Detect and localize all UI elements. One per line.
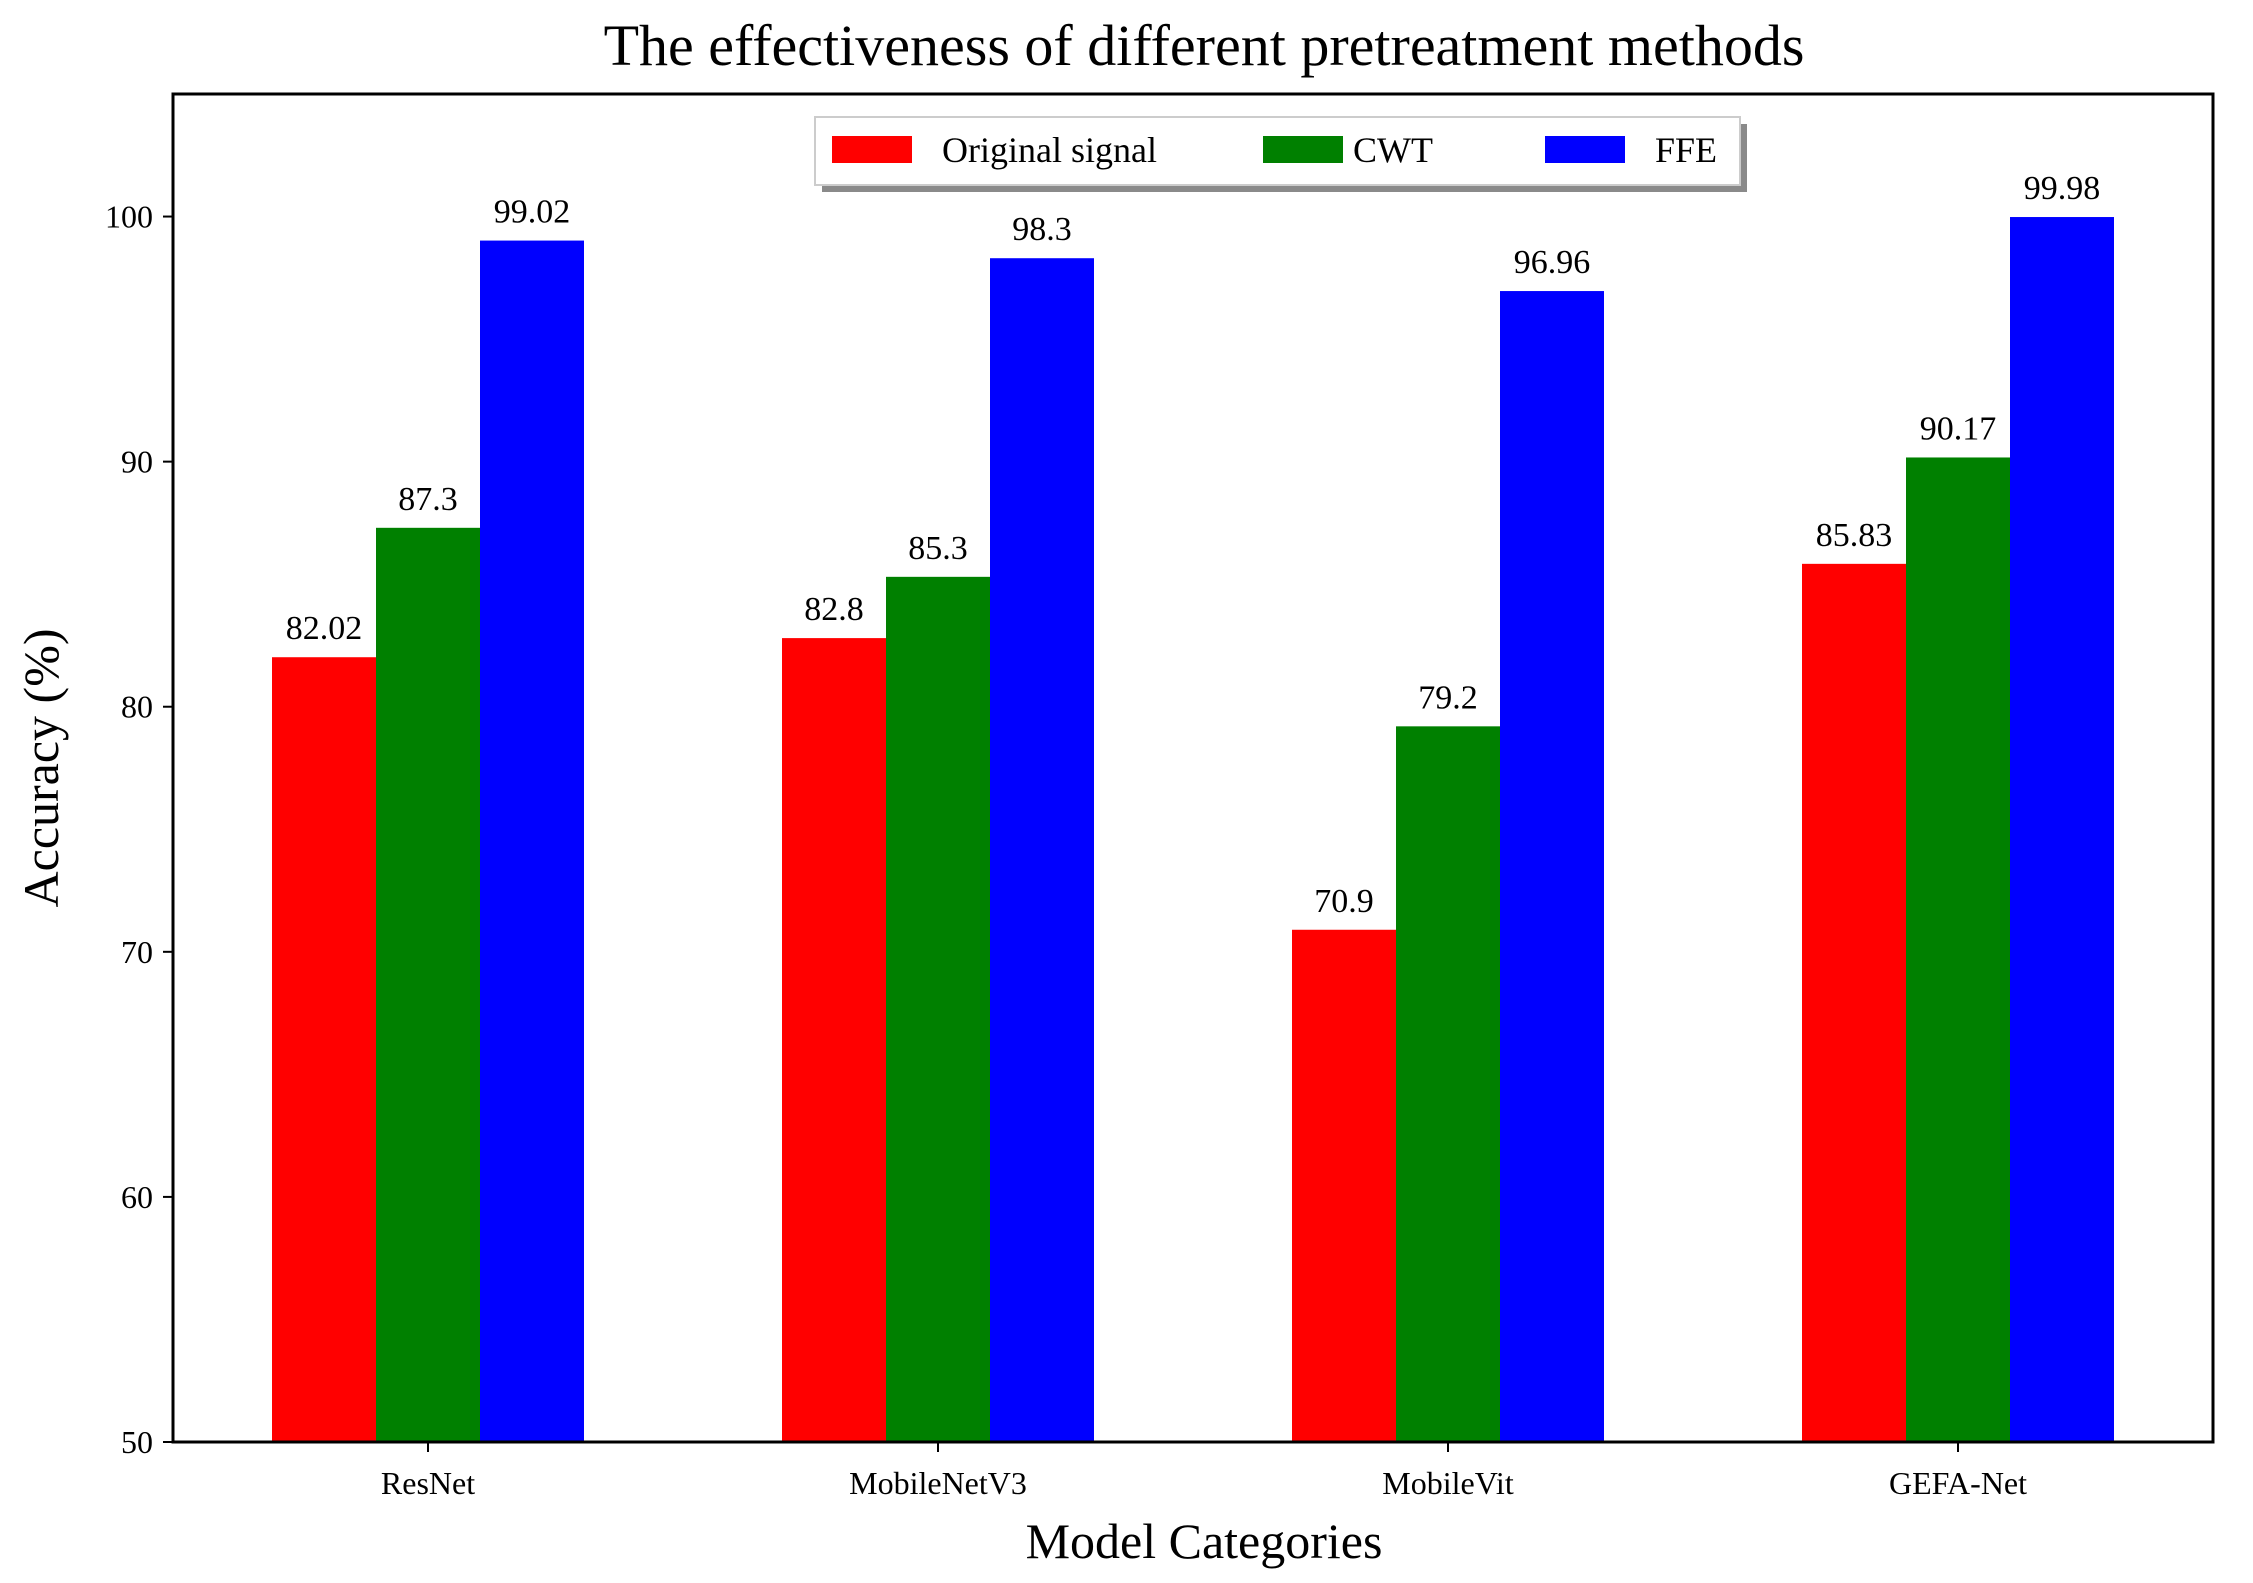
data-label: 82.02	[286, 610, 363, 647]
bar-gefa-net-ffe	[2010, 217, 2114, 1442]
bar-mobilenetv3-ffe	[990, 258, 1094, 1442]
legend-label: FFE	[1655, 130, 1717, 170]
bar-mobilevit-cwt	[1396, 726, 1500, 1442]
data-label: 87.3	[398, 481, 458, 518]
data-label: 85.3	[908, 530, 968, 567]
data-label: 96.96	[1514, 244, 1591, 281]
data-label: 82.8	[804, 591, 864, 628]
y-tick-label: 70	[121, 934, 153, 970]
bar-resnet-original-signal	[272, 657, 376, 1442]
x-tick-label: MobileNetV3	[849, 1465, 1027, 1501]
legend-label: CWT	[1353, 130, 1433, 170]
x-tick-label: MobileVit	[1382, 1465, 1514, 1501]
x-axis: ResNet MobileNetV3 MobileVit GEFA-Net	[381, 1442, 2027, 1501]
bar-resnet-ffe	[480, 240, 584, 1443]
data-label: 70.9	[1314, 883, 1374, 920]
y-axis-label: Accuracy (%)	[13, 629, 69, 908]
y-tick-label: 80	[121, 689, 153, 725]
data-label: 79.2	[1418, 679, 1478, 716]
plot-area-frame	[171, 92, 2215, 1444]
legend-label: Original signal	[942, 130, 1157, 170]
legend-swatch-ffe	[1545, 136, 1625, 163]
data-label: 85.83	[1816, 517, 1893, 554]
bar-mobilevit-original-signal	[1292, 929, 1396, 1442]
y-tick-label: 90	[121, 444, 153, 480]
bar-mobilenetv3-cwt	[886, 576, 990, 1442]
bar-gefa-net-cwt	[1906, 457, 2010, 1442]
y-tick-label: 50	[121, 1424, 153, 1460]
bar-mobilevit-ffe	[1500, 291, 1604, 1442]
x-tick-label: GEFA-Net	[1889, 1465, 2027, 1501]
y-tick-label: 60	[121, 1179, 153, 1215]
y-tick-label: 100	[105, 199, 153, 235]
legend: Original signal CWT FFE	[814, 116, 1747, 192]
bar-mobilenetv3-original-signal	[782, 638, 886, 1442]
x-tick-label: ResNet	[381, 1465, 475, 1501]
bar-resnet-cwt	[376, 527, 480, 1442]
data-label: 99.98	[2024, 170, 2101, 207]
data-label: 90.17	[1920, 410, 1997, 447]
x-axis-label: Model Categories	[1026, 1513, 1383, 1569]
bars-layer	[272, 217, 2114, 1443]
legend-swatch-original-signal	[832, 136, 912, 163]
data-labels-layer: 82.02 87.3 99.02 82.8 85.3 98.3 70.9 79.2 96.96 8…	[286, 170, 2101, 920]
chart-title: The effectiveness of different pretreatm…	[604, 13, 1805, 78]
bar-gefa-net-original-signal	[1802, 563, 1906, 1442]
data-label: 99.02	[494, 194, 571, 231]
y-axis: 50 60 70 80 90 100	[105, 199, 173, 1460]
data-label: 98.3	[1012, 211, 1072, 248]
legend-swatch-cwt	[1263, 136, 1343, 163]
